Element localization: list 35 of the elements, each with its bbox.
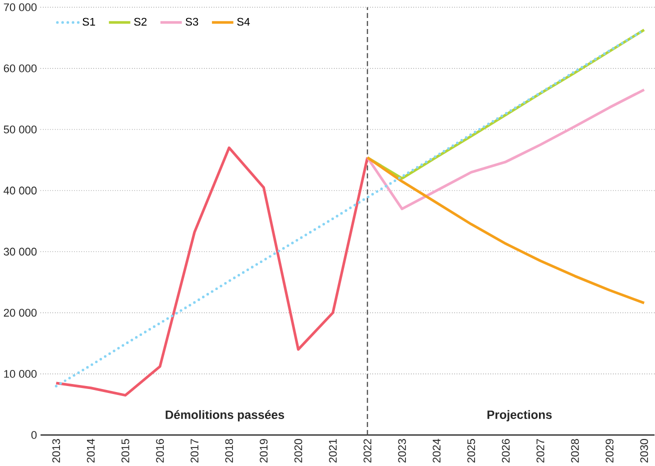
legend-label: S1 bbox=[82, 18, 96, 26]
x-tick-label: 2023 bbox=[398, 438, 406, 462]
legend-label: S4 bbox=[237, 18, 250, 26]
x-tick-label: 2028 bbox=[571, 438, 579, 462]
x-tick-label: 2020 bbox=[294, 438, 302, 462]
y-tick-label: 60 000 bbox=[4, 64, 37, 72]
annotation: Démolitions passées bbox=[166, 410, 284, 422]
x-tick-label: 2027 bbox=[536, 438, 544, 462]
x-tick-label: 2021 bbox=[328, 438, 337, 462]
x-tick-label: 2013 bbox=[52, 438, 60, 462]
x-tick-label: 2024 bbox=[432, 438, 441, 462]
y-tick-label: 0 bbox=[31, 430, 37, 439]
line-series bbox=[54, 146, 369, 396]
y-tick-label: 20 000 bbox=[4, 308, 37, 316]
y-tick-label: 10 000 bbox=[4, 370, 37, 378]
y-tick-label: 40 000 bbox=[4, 186, 37, 194]
x-tick-label: 2019 bbox=[260, 438, 268, 462]
legend-label: S2 bbox=[134, 18, 147, 26]
x-tick-label: 2014 bbox=[86, 438, 95, 462]
y-tick-label: 50 000 bbox=[4, 125, 37, 134]
x-tick-label: 2015 bbox=[121, 438, 130, 462]
legend-label: S3 bbox=[186, 18, 198, 26]
x-tick-label: 2026 bbox=[502, 438, 510, 462]
x-tick-label: 2022 bbox=[364, 438, 372, 462]
x-tick-label: 2017 bbox=[190, 438, 198, 462]
x-tick-label: 2030 bbox=[640, 438, 648, 462]
x-tick-label: 2018 bbox=[225, 438, 234, 462]
line-series bbox=[366, 156, 646, 304]
y-tick-label: 70 000 bbox=[4, 3, 37, 11]
line-series bbox=[366, 88, 646, 210]
annotation: Projections bbox=[487, 410, 552, 422]
x-tick-label: 2016 bbox=[156, 438, 164, 462]
x-tick-label: 2025 bbox=[467, 438, 476, 462]
x-tick-label: 2029 bbox=[606, 438, 614, 462]
y-tick-label: 30 000 bbox=[4, 248, 37, 256]
